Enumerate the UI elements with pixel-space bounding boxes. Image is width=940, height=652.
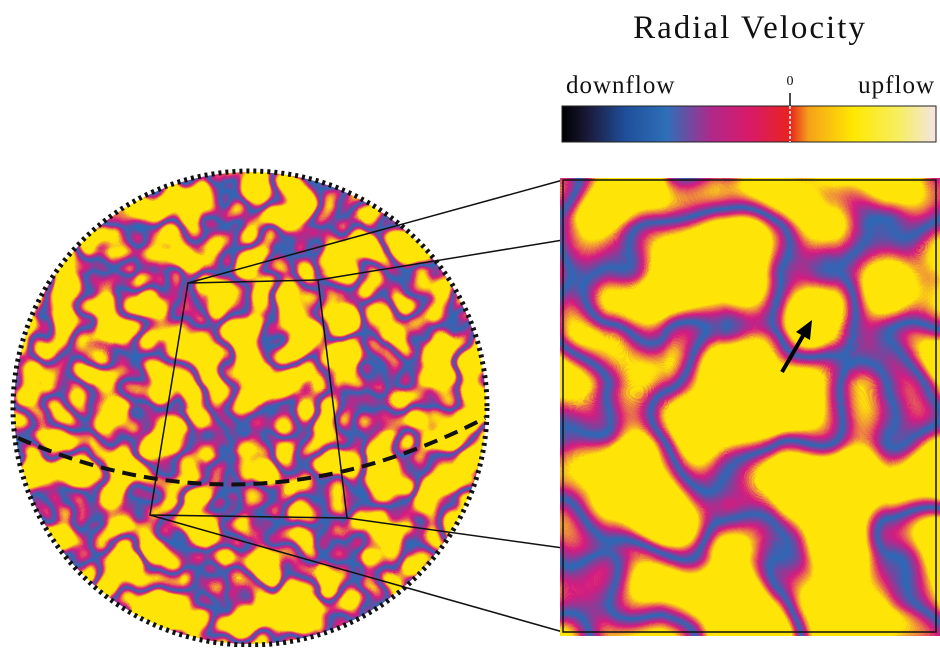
zoom-pattern [563, 180, 936, 632]
colorbar-right-label: upflow [858, 72, 935, 99]
arrow-shaft [780, 332, 806, 374]
zoom-frame [562, 179, 937, 633]
connector [317, 239, 564, 281]
equator [17, 416, 486, 487]
connector [187, 179, 564, 284]
title: Radial Velocity [633, 10, 867, 46]
colorbar-zero-label: 0 [787, 74, 794, 89]
arrow-head [796, 320, 812, 340]
connector [149, 514, 564, 633]
colorbar-left-label: downflow [566, 72, 675, 99]
colorbar [561, 105, 937, 143]
connector [346, 517, 564, 549]
sphere-rim [10, 168, 490, 648]
sphere-pattern [14, 172, 486, 644]
sphere [14, 172, 486, 644]
